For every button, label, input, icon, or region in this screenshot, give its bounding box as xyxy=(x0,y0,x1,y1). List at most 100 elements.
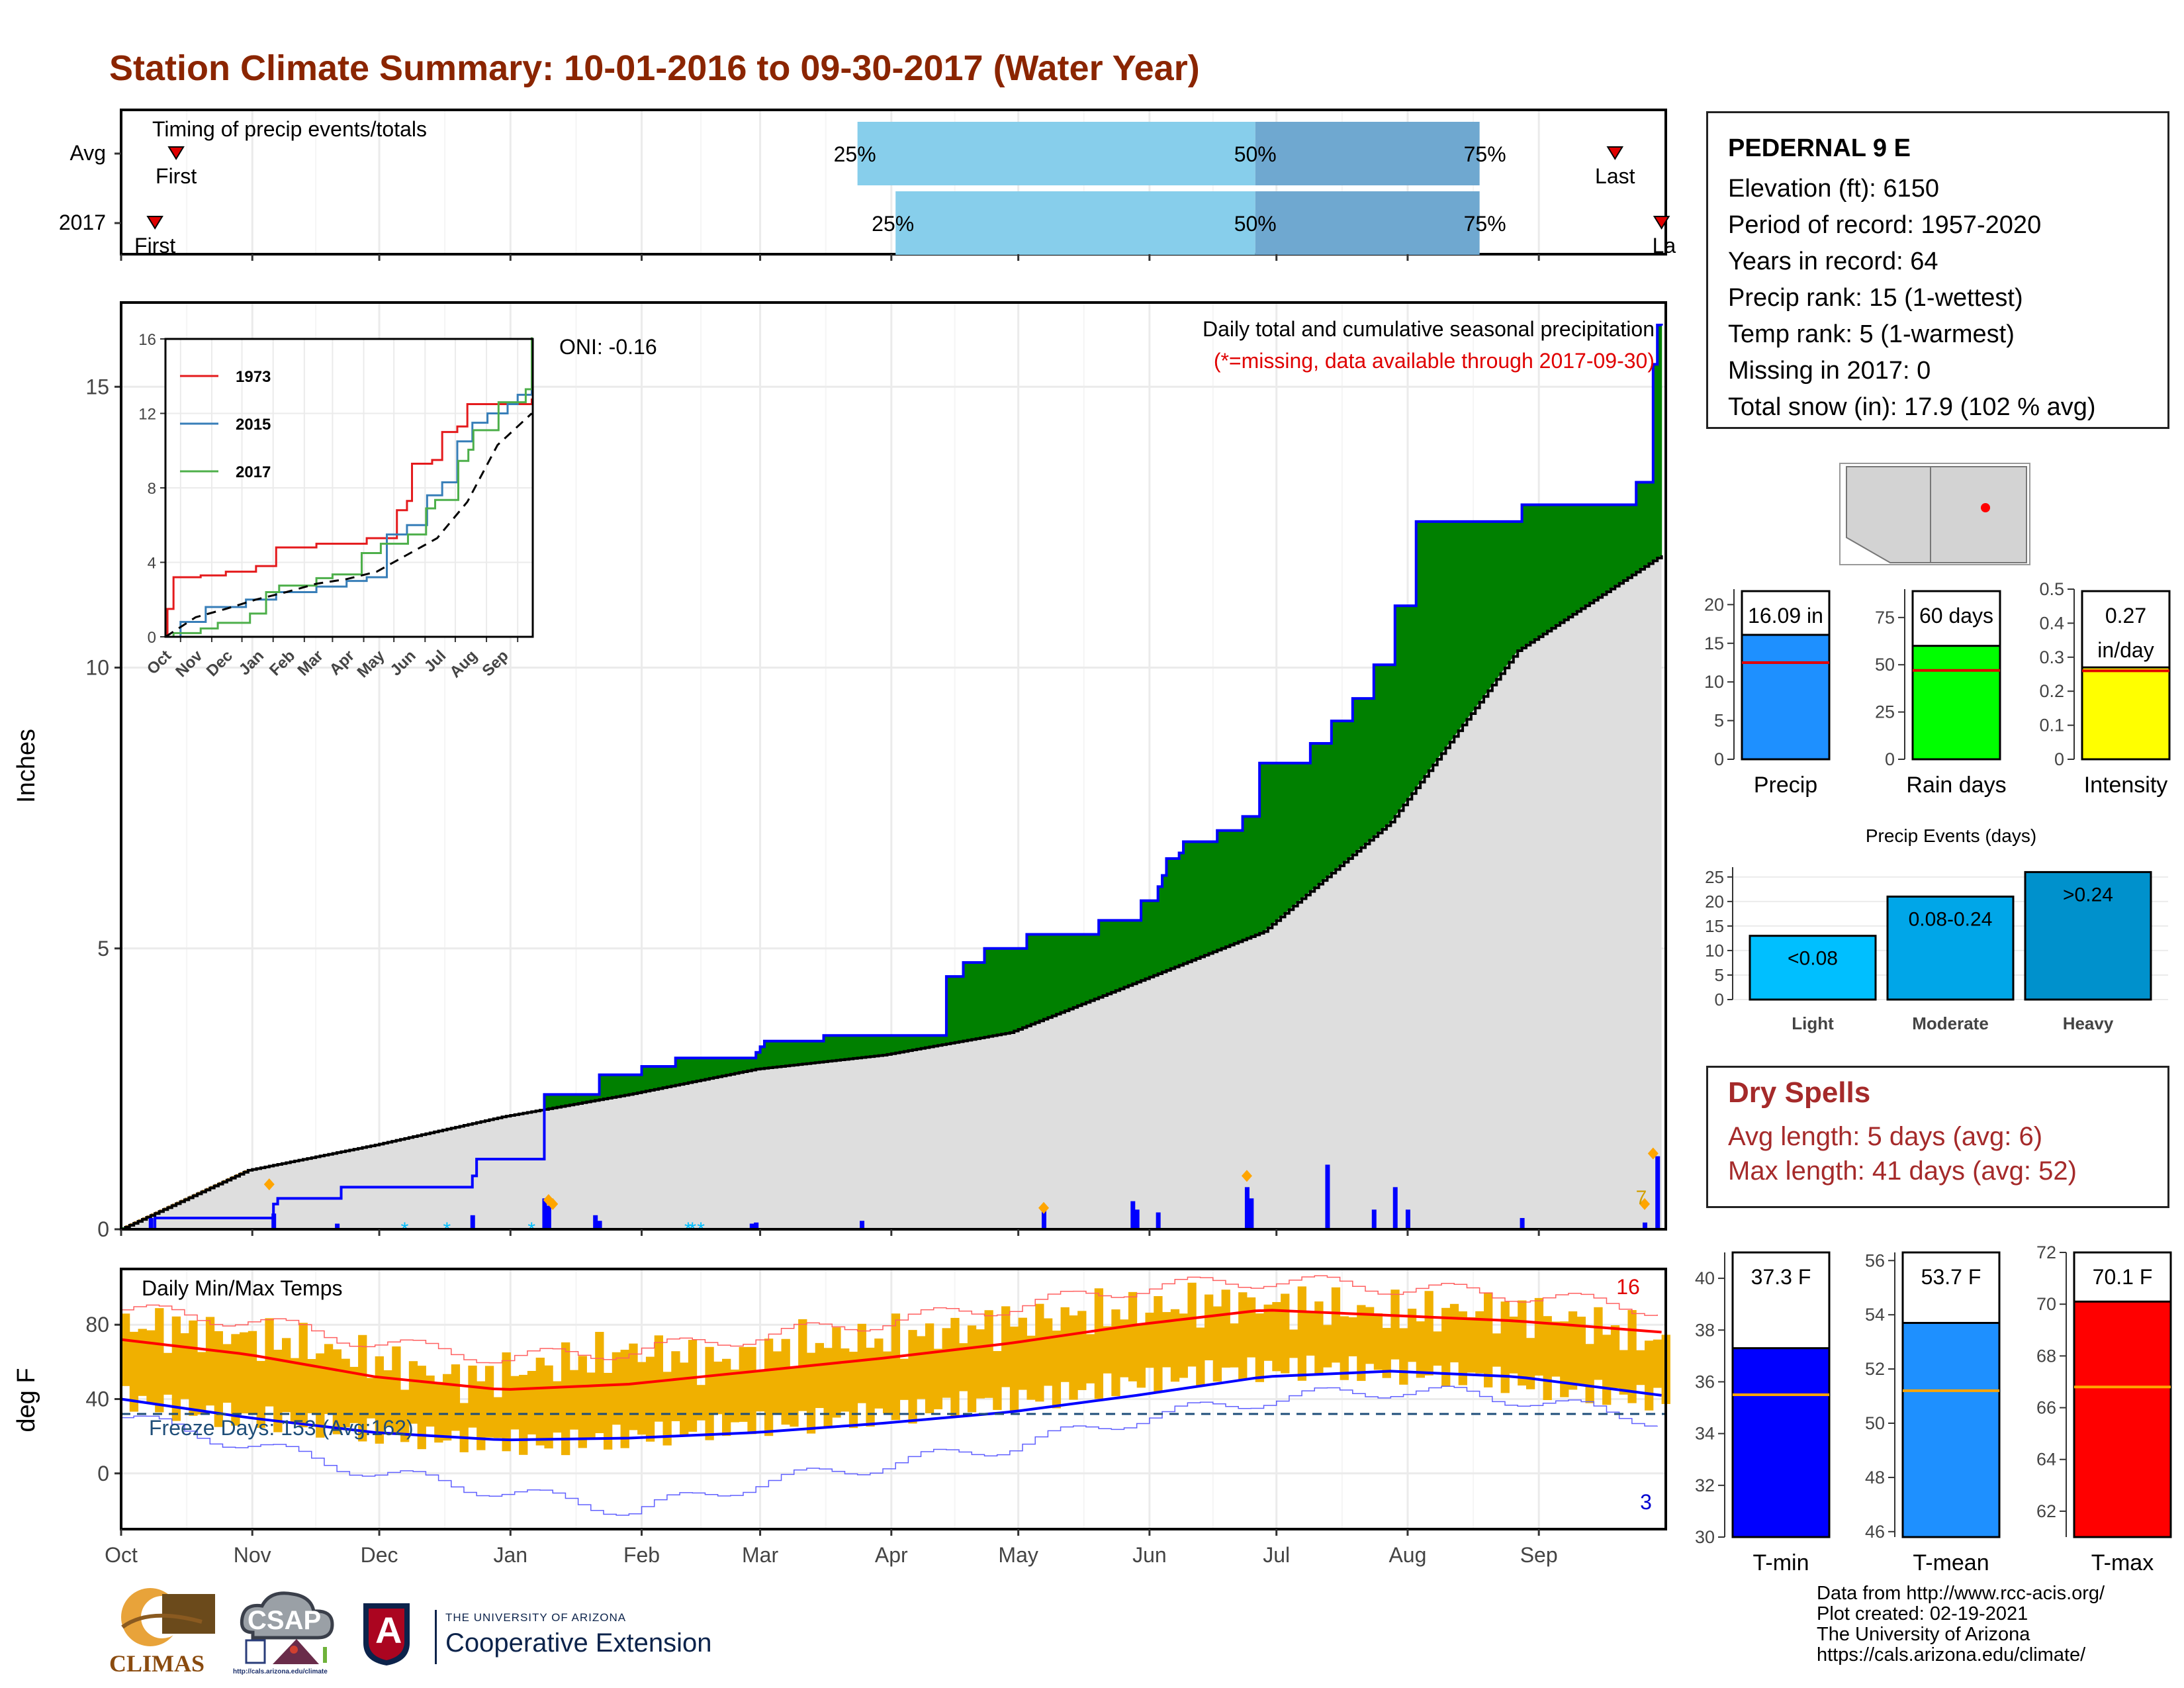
daily-temp-range-bar xyxy=(298,1323,308,1428)
daily-temp-range-bar xyxy=(400,1389,410,1442)
precip-departure-segment xyxy=(1094,934,1099,1000)
daily-temp-range-bar xyxy=(1560,1321,1569,1397)
precip-events-bar xyxy=(2024,870,2152,1001)
dry-spells-box: Dry Spells Avg length: 5 days (avg: 6) M… xyxy=(1706,1066,2169,1208)
precip-departure-segment xyxy=(972,962,977,1040)
precip-departure-segment xyxy=(1009,948,1015,1033)
daily-temp-range-bar xyxy=(273,1350,283,1432)
precip-departure-segment xyxy=(1128,920,1133,986)
first-marker-label: First xyxy=(156,164,197,188)
station-period: Period of record: 1957-2020 xyxy=(1728,211,2042,239)
daily-precip-bar xyxy=(1244,1187,1250,1229)
data-credits: Data from http://www.rcc-acis.org/ Plot … xyxy=(1817,1583,2105,1665)
precip-events-category-label: Heavy xyxy=(2063,1013,2114,1033)
normal-cumulative-area xyxy=(121,555,1662,1229)
daily-temp-range-bar xyxy=(1357,1305,1366,1382)
precip-departure-segment xyxy=(1014,948,1019,1031)
precip-events-bar xyxy=(1749,935,1877,1001)
temp-mean-2: 62 64 66 68 70 72 70.1 F T-max xyxy=(2036,1243,2172,1575)
precip-events-bar xyxy=(1886,895,2015,1001)
precip-departure-segment xyxy=(1445,521,1451,748)
timing-row-label-y2017: 2017 xyxy=(59,211,106,234)
daily-precip-bar xyxy=(1156,1212,1161,1229)
csap-logo: CSAP http://cals.arizona.edu/climate xyxy=(233,1586,345,1685)
daily-temp-range-bar xyxy=(1255,1313,1265,1382)
daily-temp-range-bar xyxy=(1373,1313,1383,1370)
temp-y-axis-label: deg F xyxy=(13,1368,40,1432)
season-total-0-tick-label: 0 xyxy=(1714,749,1724,769)
precip-departure-segment xyxy=(1361,698,1366,848)
month-axis-label: Mar xyxy=(742,1543,778,1567)
daily-precip-bar xyxy=(542,1198,547,1229)
normal-tmin-line xyxy=(120,1370,1662,1442)
daily-temp-range-bar xyxy=(1128,1291,1138,1382)
temp-mean-2-value-label: 70.1 F xyxy=(2093,1265,2153,1289)
daily-temp-range-bar xyxy=(1441,1307,1451,1387)
daily-temp-range-bar xyxy=(841,1348,850,1412)
dry-spells-heading: Dry Spells xyxy=(1728,1076,1871,1109)
precip-departure-segment xyxy=(772,1041,778,1068)
precip-departure-segment xyxy=(1111,920,1116,992)
timing-panel-frame xyxy=(120,109,1667,256)
daily-temp-range-bar xyxy=(967,1325,977,1413)
precip-departure-segment xyxy=(1306,763,1311,896)
temp-mean-1: 46 48 50 52 54 56 53.7 F T-mean xyxy=(1865,1250,2001,1575)
precip-departure-segment xyxy=(620,1074,625,1096)
precip-departure-segment xyxy=(659,1066,664,1089)
daily-precip-bar xyxy=(1655,1156,1661,1229)
daily-temp-range-bar xyxy=(586,1372,596,1440)
temp-panel-title: Daily Min/Max Temps xyxy=(142,1276,342,1300)
daily-temp-range-bar xyxy=(1348,1317,1357,1356)
temp-mean-2-tick-label: 62 xyxy=(2036,1501,2056,1521)
precip-departure-segment xyxy=(1454,521,1459,737)
precip-departure-segment xyxy=(1162,875,1167,972)
first-marker-label: First xyxy=(134,234,175,258)
month-axis-label: May xyxy=(998,1543,1038,1567)
season-total-2-tick-label: 0 xyxy=(2054,749,2064,769)
precip-y-tick-label: 5 xyxy=(97,937,109,961)
csap-logo-text: CSAP xyxy=(248,1606,322,1635)
precip-departure-segment xyxy=(553,1094,558,1108)
daily-temp-range-bar xyxy=(1001,1306,1011,1387)
precip-departure-segment xyxy=(709,1058,714,1079)
precip-departure-segment xyxy=(1581,504,1586,609)
daily-temp-range-bar xyxy=(281,1338,291,1413)
inset-legend-label: 1973 xyxy=(236,368,271,386)
daily-temp-range-bar xyxy=(713,1361,723,1415)
daily-precip-bar xyxy=(148,1218,154,1229)
precip-departure-segment xyxy=(1145,900,1150,979)
credit-line-2: Plot created: 02-19-2021 xyxy=(1817,1603,2028,1624)
temp-mean-1-tick-label: 46 xyxy=(1865,1522,1885,1542)
temp-mean-0-tick-label: 38 xyxy=(1695,1320,1715,1340)
daily-temp-range-bar xyxy=(1382,1328,1391,1378)
precip-departure-segment xyxy=(921,1035,926,1049)
daily-temp-range-bar xyxy=(1619,1350,1628,1395)
temp-mean-1-tick-label: 54 xyxy=(1865,1305,1885,1325)
daily-temp-range-bar xyxy=(747,1346,756,1434)
precip-departure-segment xyxy=(645,1066,651,1092)
month-axis-label: Sep xyxy=(1520,1543,1558,1567)
precip-departure-segment xyxy=(1547,504,1552,632)
timing-quartile-label: 75% xyxy=(1464,142,1506,166)
daily-temp-range-bar xyxy=(883,1351,892,1414)
precip-departure-segment xyxy=(1564,504,1569,620)
precip-departure-segment xyxy=(1170,859,1175,969)
precip-departure-segment xyxy=(768,1041,774,1068)
precip-departure-segment xyxy=(671,1066,676,1086)
daily-temp-range-bar xyxy=(553,1381,562,1433)
daily-precip-bar xyxy=(470,1215,475,1229)
precip-departure-segment xyxy=(1382,665,1387,829)
precip-departure-segment xyxy=(582,1094,587,1103)
precip-departure-segment xyxy=(1378,665,1383,833)
precip-departure-segment xyxy=(739,1058,744,1073)
daily-temp-range-bar xyxy=(1204,1294,1214,1360)
precip-departure-segment xyxy=(590,1094,596,1102)
daily-precip-bar xyxy=(1520,1218,1525,1229)
daily-precip-bar xyxy=(271,1213,277,1229)
daily-temp-range-bar xyxy=(1636,1350,1645,1385)
temp-mean-2-tick-label: 64 xyxy=(2036,1450,2056,1470)
precip-events-bar-label: <0.08 xyxy=(1788,948,1838,970)
precip-departure-segment xyxy=(1458,521,1463,731)
precip-departure-segment xyxy=(1103,920,1108,996)
daily-temp-range-bar xyxy=(662,1372,672,1446)
